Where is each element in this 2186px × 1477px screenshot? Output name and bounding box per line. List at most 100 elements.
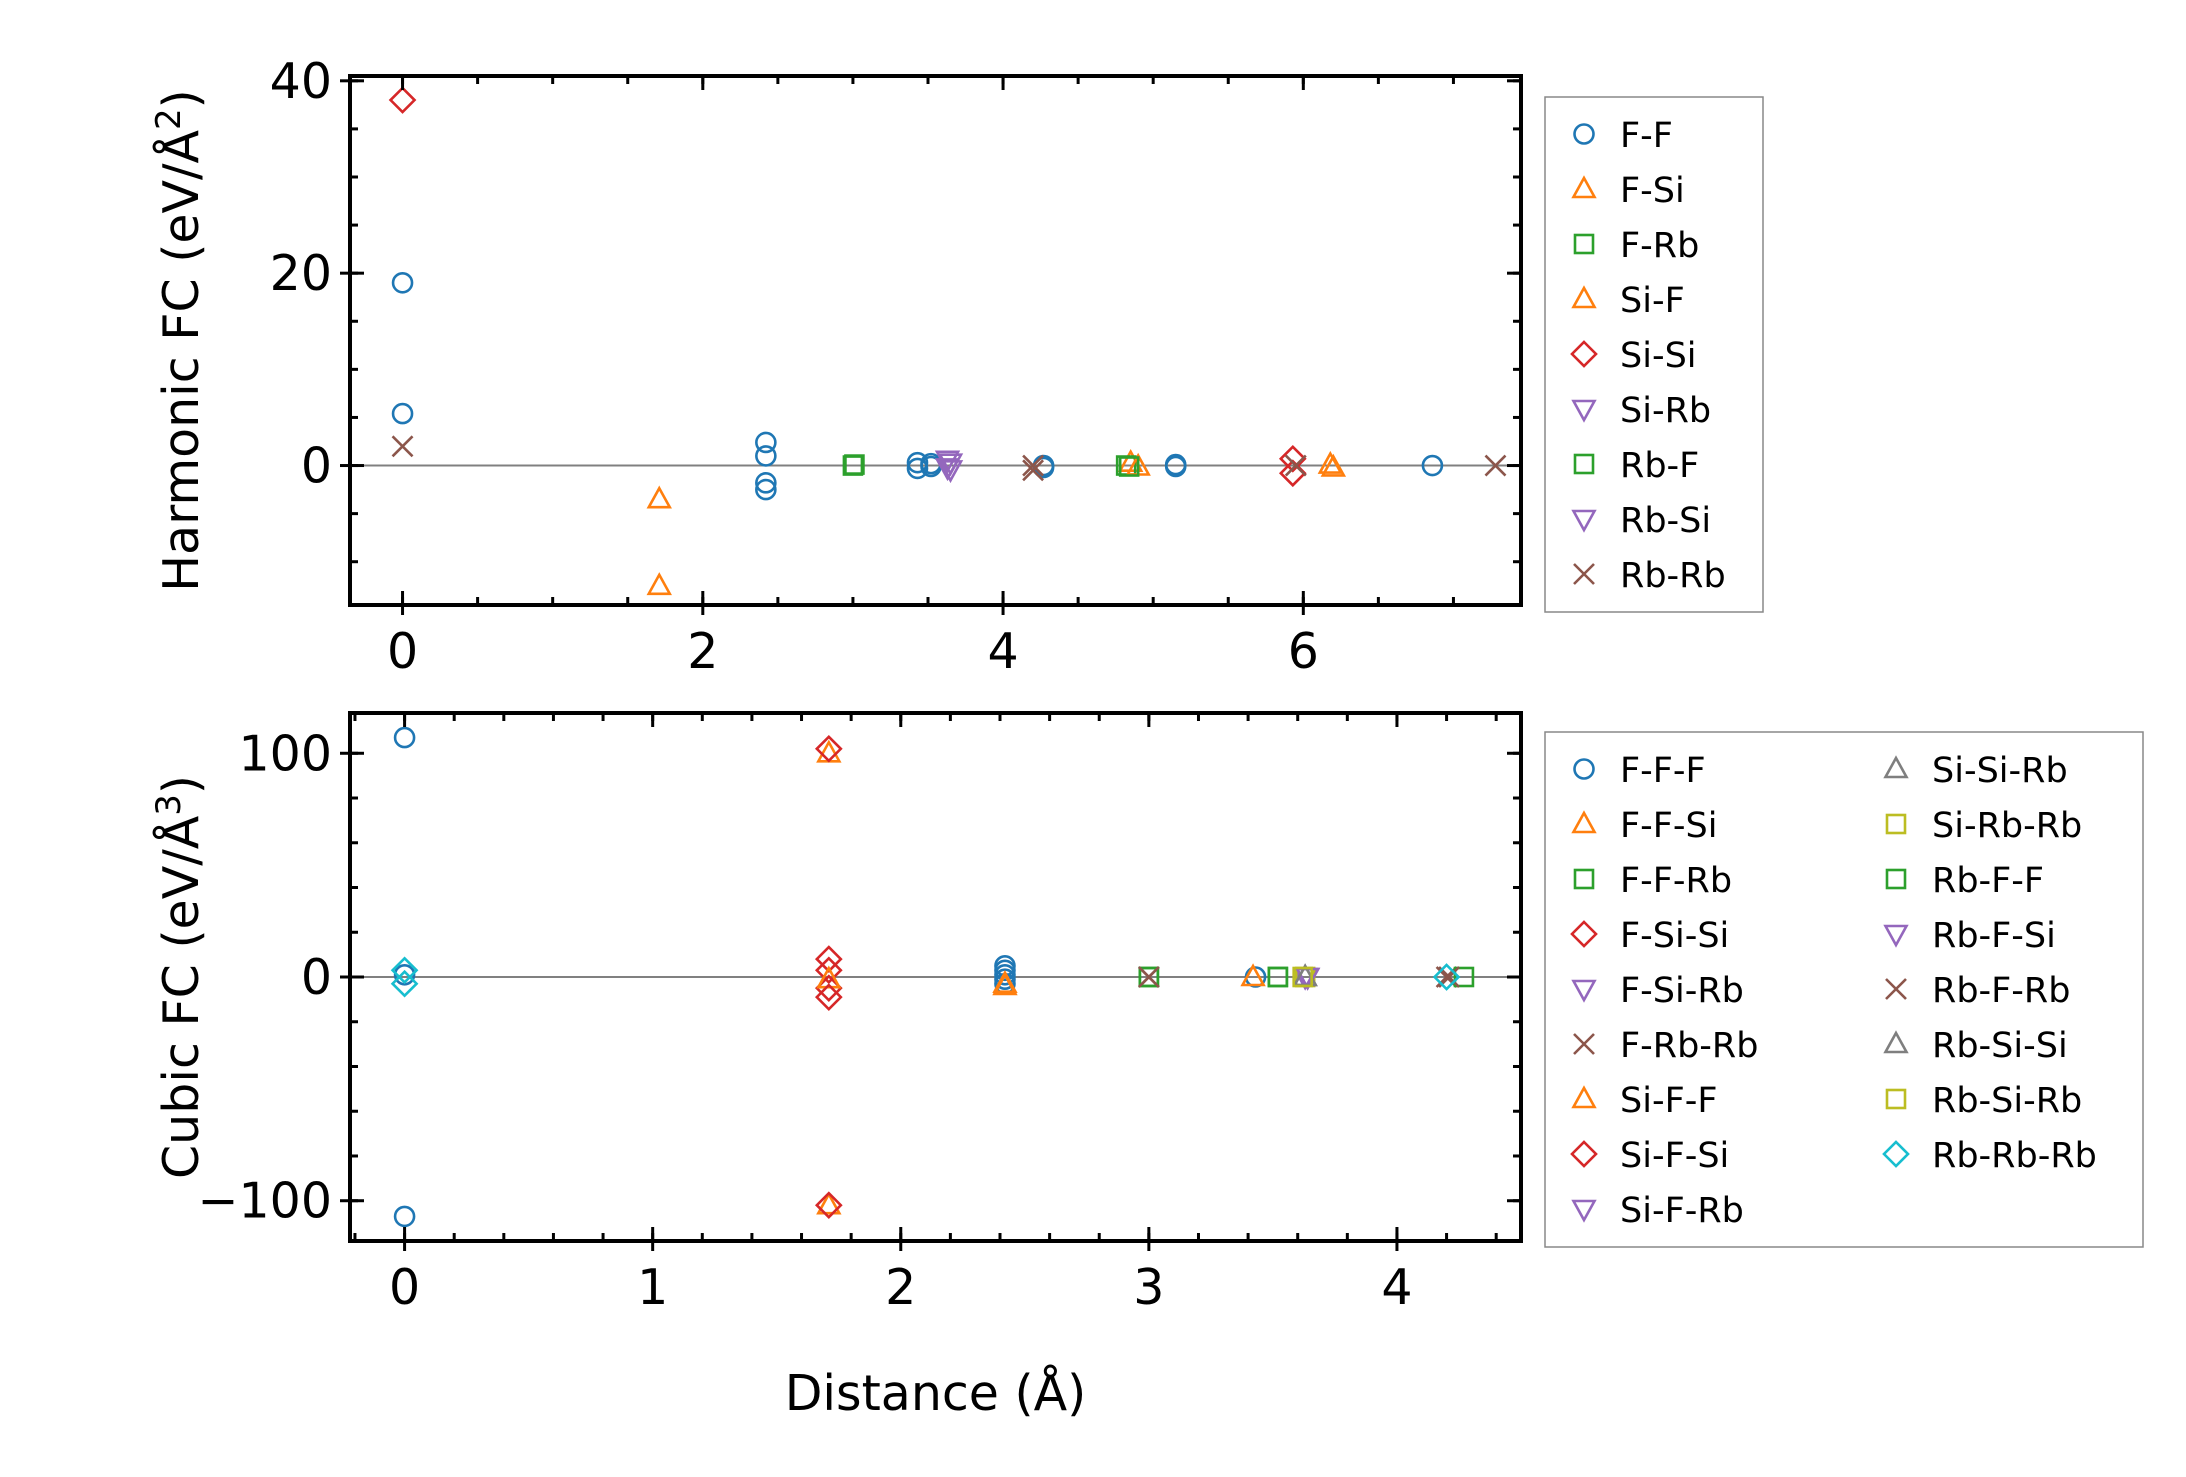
legend-label: F-F-Si	[1620, 806, 1717, 846]
data-point-si-f-0	[646, 485, 672, 509]
data-point-f-f-6	[906, 451, 929, 474]
x-tick-label: 3	[1133, 1259, 1164, 1316]
data-point-f-f-5	[755, 478, 777, 501]
data-point-rb-rb-0	[391, 435, 414, 458]
legend-label: Rb-Si	[1620, 501, 1711, 541]
data-point-rb-rb-rb-1	[390, 969, 419, 998]
legend-label: F-F-Rb	[1620, 861, 1732, 901]
legend-marker-si-f	[1571, 285, 1597, 309]
data-point-f-f-0	[391, 271, 414, 294]
legend-label: Rb-Rb	[1620, 556, 1726, 596]
legend-label: Si-Rb-Rb	[1932, 806, 2082, 846]
legend-label: Si-F-F	[1620, 1081, 1717, 1121]
legend-marker-si-rb	[1571, 399, 1597, 423]
data-point-f-f-si-3	[1240, 963, 1266, 987]
y-tick-label: −100	[197, 1173, 332, 1230]
data-point-f-f-2	[755, 431, 777, 454]
data-point-f-f-14	[1421, 454, 1444, 477]
legend-label: Si-Si-Rb	[1932, 751, 2068, 791]
data-point-rb-rb-rb-0	[390, 956, 419, 985]
y-axis-label-close: )	[153, 89, 210, 108]
data-point-si-f-si-2	[814, 983, 843, 1011]
data-point-rb-si-rb-0	[1292, 966, 1313, 988]
data-point-f-f-1	[391, 402, 414, 425]
legend-label: Rb-Si-Si	[1932, 1026, 2068, 1066]
data-point-rb-f-0	[844, 454, 865, 475]
legend-marker-f-si	[1571, 175, 1597, 199]
legend-marker-si-si-rb	[1883, 755, 1909, 779]
legend-label: Rb-Si-Rb	[1932, 1081, 2082, 1121]
legend-label: F-Si-Rb	[1620, 971, 1744, 1011]
legend-label: Rb-F	[1620, 446, 1699, 486]
data-point-rb-rb-1	[1022, 454, 1044, 477]
legend-marker-f-f-rb	[1573, 868, 1595, 890]
data-point-f-si-si-1	[814, 956, 843, 985]
data-point-rb-rb-4	[1484, 454, 1507, 477]
data-point-si-si-1	[1278, 444, 1307, 473]
legend: F-F F-Si F-Rb Si-F Si-Si Si-Rb Rb-F Rb-Si Rb-Rb	[1544, 96, 1764, 613]
data-point-rb-f-f-0	[1138, 966, 1160, 988]
data-point-si-f-si-0	[814, 734, 843, 763]
legend-marker-rb-si	[1571, 509, 1597, 533]
legend-label: Rb-F-Si	[1932, 916, 2056, 956]
y-tick-label: 0	[301, 949, 332, 1006]
data-point-si-si-0	[388, 86, 417, 114]
legend-marker-rb-f-si	[1883, 924, 1909, 948]
legend-label: F-F	[1620, 116, 1673, 156]
data-point-rb-f-1	[1118, 456, 1140, 477]
legend-marker-si-f-rb	[1571, 1199, 1597, 1223]
y-axis-label-close: )	[153, 775, 210, 794]
plot-frame	[348, 74, 1523, 607]
x-tick-label: 4	[987, 623, 1018, 680]
legend-marker-rb-rb-rb	[1882, 1140, 1910, 1168]
data-point-si-f-2	[1320, 453, 1347, 477]
data-point-rb-si-1	[937, 460, 964, 484]
legend-label: F-F-F	[1620, 751, 1706, 791]
legend-marker-f-f-si	[1571, 810, 1597, 834]
legend-label: F-Rb-Rb	[1620, 1026, 1758, 1066]
legend-marker-rb-f-f	[1885, 868, 1907, 890]
legend-marker-f-si-si	[1570, 920, 1598, 948]
y-tick-label: 40	[270, 53, 332, 110]
legend-marker-f-si-rb	[1571, 979, 1597, 1003]
data-point-f-f-f-1	[393, 1205, 416, 1228]
legend-label: Rb-F-F	[1932, 861, 2044, 901]
legend-marker-f-rb	[1573, 233, 1595, 255]
legend-label: Si-F-Rb	[1620, 1191, 1744, 1231]
legend-marker-rb-rb	[1573, 563, 1595, 585]
legend-label: Rb-F-Rb	[1932, 971, 2070, 1011]
y-axis-label-text: Cubic FC (eV/Å	[151, 815, 210, 1179]
x-tick-label: 2	[687, 623, 718, 680]
legend-frame	[1544, 731, 2144, 1248]
y-axis-label-superscript: 3	[149, 794, 189, 816]
legend-marker-f-f	[1573, 123, 1595, 145]
legend-marker-rb-f-rb	[1885, 978, 1907, 1000]
y-tick-label: 0	[301, 438, 332, 495]
y-axis-label: Cubic FC (eV/Å3)	[149, 775, 210, 1179]
legend-label: Si-Si	[1620, 336, 1697, 376]
data-point-f-f-f-0	[393, 726, 416, 749]
x-tick-label: 2	[885, 1259, 916, 1316]
data-point-f-f-4	[755, 472, 777, 494]
y-axis-label-text: Harmonic FC (eV/Å	[151, 129, 210, 591]
data-point-rb-f-rb-0	[1137, 966, 1160, 988]
legend: F-F-F F-F-Si F-F-Rb F-Si-Si F-Si-Rb F-Rb-Rb Si…	[1544, 731, 2144, 1248]
x-tick-label: 6	[1288, 623, 1319, 680]
legend-marker-rb-si-si	[1883, 1030, 1909, 1054]
data-point-f-f-si-1	[816, 1191, 842, 1215]
legend-marker-si-f-f	[1571, 1085, 1597, 1109]
data-point-si-f-si-1	[814, 1191, 843, 1220]
legend-marker-si-rb-rb	[1885, 813, 1907, 835]
legend-marker-si-f-si	[1570, 1140, 1598, 1168]
legend-label: Si-F-Si	[1620, 1136, 1729, 1176]
legend-label: Rb-Rb-Rb	[1932, 1136, 2097, 1176]
data-point-rb-si-0	[937, 453, 964, 477]
x-tick-label: 0	[387, 623, 418, 680]
legend-label: F-Rb	[1620, 226, 1699, 266]
legend-marker-rb-si-rb	[1885, 1088, 1907, 1110]
data-point-rb-rb-3	[1284, 454, 1307, 477]
y-tick-label: 20	[270, 245, 332, 302]
